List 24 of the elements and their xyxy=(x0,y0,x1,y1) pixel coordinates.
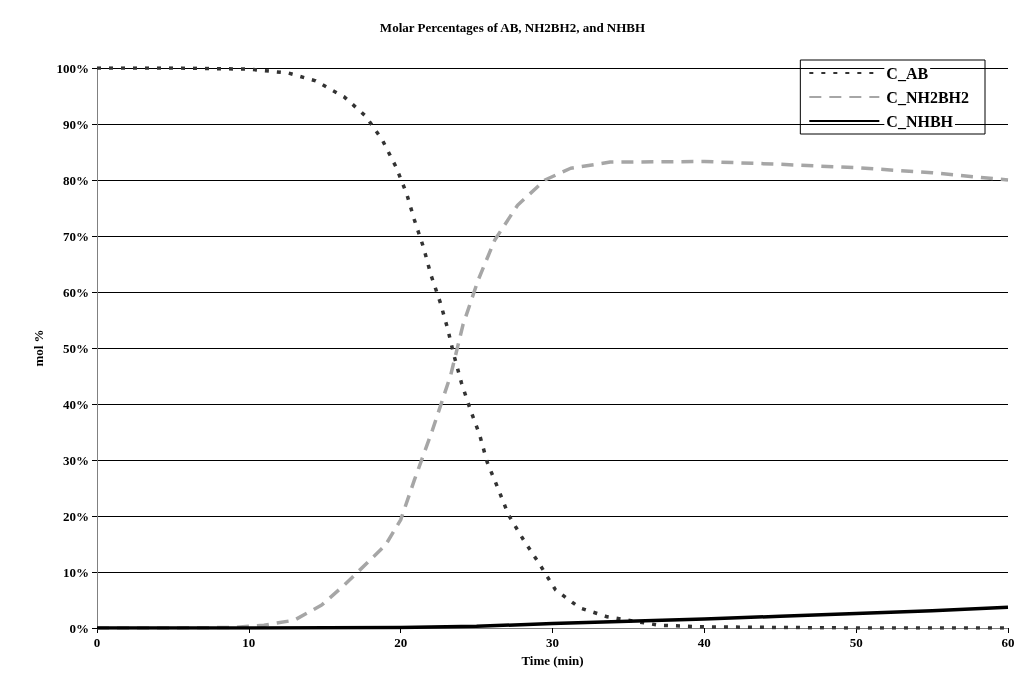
legend-label: C_AB xyxy=(886,64,929,82)
x-tick-label: 40 xyxy=(697,635,711,650)
y-tick-label: 60% xyxy=(63,284,89,300)
x-tick-label: 30 xyxy=(546,635,559,650)
x-tick-label: 0 xyxy=(93,635,101,650)
y-tick-label: 20% xyxy=(63,508,89,524)
y-tick-label: 70% xyxy=(63,228,89,244)
legend-label: C_NH2BH2 xyxy=(886,88,969,106)
y-tick-label: 50% xyxy=(63,340,89,356)
y-tick-label: 80% xyxy=(63,172,89,188)
x-tick-label: 60 xyxy=(1001,635,1015,650)
x-axis-title: Time (min) xyxy=(521,653,584,668)
legend-label: C_NHBH xyxy=(886,112,954,130)
y-tick-label: 90% xyxy=(63,116,89,132)
x-tick-label: 10 xyxy=(242,635,256,650)
y-tick-label: 100% xyxy=(56,60,89,76)
x-tick-label: 50 xyxy=(849,635,863,650)
y-tick-label: 40% xyxy=(63,396,89,412)
x-tick-label: 20 xyxy=(394,635,408,650)
y-axis-title: mol % xyxy=(31,329,46,367)
y-tick-label: 0% xyxy=(69,620,89,636)
y-tick-label: 10% xyxy=(63,564,89,580)
y-tick-label: 30% xyxy=(63,452,89,468)
chart-title: Molar Percentages of AB, NH2BH2, and NHBH xyxy=(379,20,646,35)
